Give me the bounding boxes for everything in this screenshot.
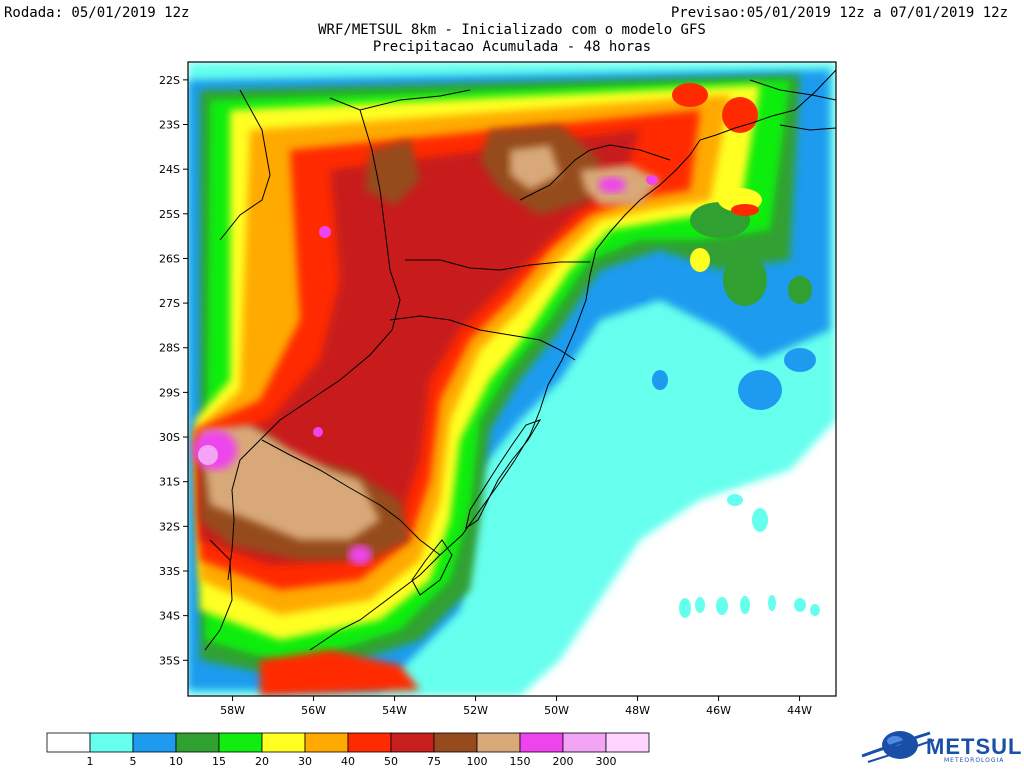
lat-tick-label: 24S: [159, 163, 180, 176]
lat-tick-label: 32S: [159, 520, 180, 533]
precipitation-field: [188, 62, 836, 696]
latitude-axis: 22S 23S 24S 25S 26S 27S 28S 29S 30S 31S 32S 33S 34S 3…: [159, 74, 188, 667]
lat-tick-label: 33S: [159, 565, 180, 578]
lon-tick-label: 52W: [463, 704, 488, 717]
legend-swatch: [89, 732, 134, 753]
legend-label: 1: [87, 755, 94, 768]
legend-swatch: [347, 732, 392, 753]
lat-tick-label: 30S: [159, 431, 180, 444]
lon-tick-label: 58W: [220, 704, 245, 717]
lat-tick-label: 35S: [159, 654, 180, 667]
legend-label: 200: [553, 755, 574, 768]
legend-label: 300: [596, 755, 617, 768]
legend-swatch: [132, 732, 177, 753]
lat-tick-label: 23S: [159, 119, 180, 132]
legend-swatch: [46, 732, 91, 753]
legend-swatch: [175, 732, 220, 753]
logo-name: METSUL: [926, 734, 1023, 759]
lon-tick-label: 50W: [544, 704, 569, 717]
logo-tagline: METEOROLOGIA: [944, 757, 1005, 764]
lat-tick-label: 31S: [159, 476, 180, 489]
map-subtitle: Precipitacao Acumulada - 48 horas: [372, 39, 652, 55]
legend-label: 20: [255, 755, 269, 768]
legend-swatch: [304, 732, 349, 753]
legend-swatch: [390, 732, 435, 753]
lon-tick-label: 48W: [625, 704, 650, 717]
legend-label: 100: [467, 755, 488, 768]
legend-label: 40: [341, 755, 355, 768]
lon-tick-label: 56W: [301, 704, 326, 717]
geographic-boundaries: [204, 69, 836, 651]
lon-tick-label: 54W: [382, 704, 407, 717]
lat-tick-label: 29S: [159, 386, 180, 399]
legend-swatch: [562, 732, 607, 753]
legend-label: 75: [427, 755, 441, 768]
map-title: WRF/METSUL 8km - Inicializado com o mode…: [318, 22, 706, 38]
lat-tick-label: 26S: [159, 252, 180, 265]
legend-swatch: [433, 732, 478, 753]
lat-tick-label: 28S: [159, 342, 180, 355]
legend-label: 5: [130, 755, 137, 768]
legend-label: 50: [384, 755, 398, 768]
legend-swatch: [218, 732, 263, 753]
color-scale-legend: 1 5 10 15 20 30 40 50 75 100 150 200 300: [46, 732, 650, 768]
lat-tick-label: 22S: [159, 74, 180, 87]
run-date-label: Rodada: 05/01/2019 12z: [4, 5, 190, 21]
lon-tick-label: 44W: [787, 704, 812, 717]
legend-swatch: [605, 732, 650, 753]
map-frame: [187, 61, 837, 697]
legend-label: 10: [169, 755, 183, 768]
lat-tick-label: 27S: [159, 297, 180, 310]
legend-label: 15: [212, 755, 226, 768]
legend-label: 150: [510, 755, 531, 768]
legend-label: 30: [298, 755, 312, 768]
legend-swatch: [476, 732, 521, 753]
legend-swatch: [519, 732, 564, 753]
lat-tick-label: 25S: [159, 208, 180, 221]
lat-tick-label: 34S: [159, 610, 180, 623]
forecast-period-label: Previsao:05/01/2019 12z a 07/01/2019 12z: [670, 5, 1008, 21]
longitude-axis: 58W 56W 54W 52W 50W 48W 46W 44W: [220, 696, 812, 717]
legend-swatch: [261, 732, 306, 753]
metsul-logo-icon: [861, 731, 935, 763]
lon-tick-label: 46W: [706, 704, 731, 717]
